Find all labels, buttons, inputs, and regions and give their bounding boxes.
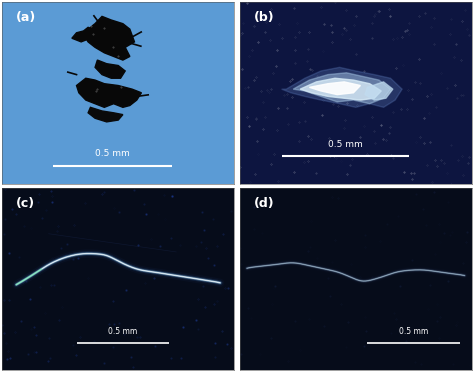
Text: (c): (c) — [16, 198, 36, 211]
Polygon shape — [365, 82, 393, 100]
Text: 0.5 mm: 0.5 mm — [328, 140, 363, 149]
Polygon shape — [83, 16, 135, 60]
Text: 0.5 mm: 0.5 mm — [95, 149, 130, 158]
Polygon shape — [300, 78, 381, 100]
Polygon shape — [95, 60, 125, 78]
Polygon shape — [83, 16, 135, 60]
Text: (b): (b) — [254, 11, 274, 24]
Polygon shape — [83, 16, 135, 60]
Polygon shape — [72, 27, 95, 42]
Text: 0.5 mm: 0.5 mm — [108, 327, 137, 336]
Polygon shape — [76, 78, 141, 108]
Polygon shape — [282, 67, 402, 108]
Polygon shape — [88, 108, 123, 122]
Text: (d): (d) — [254, 198, 274, 211]
Polygon shape — [293, 73, 391, 104]
Text: 0.5 mm: 0.5 mm — [399, 327, 428, 336]
Polygon shape — [310, 82, 360, 94]
Text: (a): (a) — [16, 11, 36, 24]
